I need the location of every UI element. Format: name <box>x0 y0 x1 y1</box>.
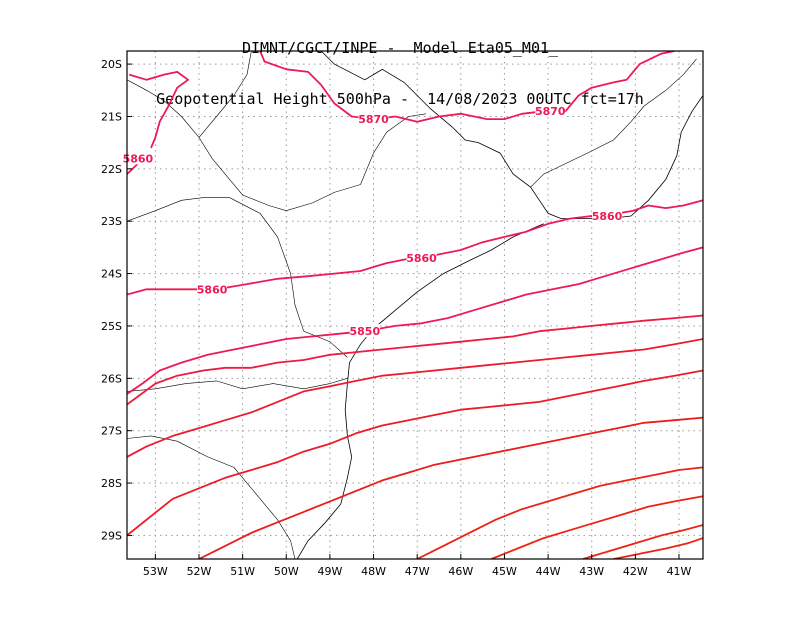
state-border <box>127 378 348 392</box>
coastline-layer <box>127 51 703 559</box>
lon-tick-label: 44W <box>536 565 561 578</box>
lat-tick-label: 20S <box>101 58 122 71</box>
contour-label-layer: 5870 5870 5860 5860 5860 5860 5850 <box>123 104 623 338</box>
state-border <box>198 51 252 138</box>
contour-line-5800 <box>416 466 703 559</box>
coastline-north <box>320 51 703 219</box>
lat-tick-label: 24S <box>101 268 122 281</box>
axis-ticks: 53W 52W 51W 50W 49W 48W 47W 46W 45W 44W 43W 42W 41W 2… <box>101 58 692 578</box>
contour-line-5870 <box>128 71 189 149</box>
state-border <box>127 79 361 212</box>
contour-label: 5850 <box>350 325 381 338</box>
contour-label: 5860 <box>592 210 623 223</box>
contour-label: 5870 <box>535 105 566 118</box>
contour-line-5810 <box>198 416 703 559</box>
lon-tick-label: 43W <box>579 565 604 578</box>
lon-tick-label: 53W <box>143 565 168 578</box>
title-line-1: DIMNT/CGCT/INPE - Model Eta05_M01_ <box>241 39 559 57</box>
lon-tick-label: 47W <box>405 565 430 578</box>
lon-tick-label: 50W <box>274 565 299 578</box>
contour-line-5780 <box>582 524 703 559</box>
lon-tick-label: 45W <box>492 565 517 578</box>
map-title: DIMNT/CGCT/INPE - Model Eta05_M01_ Geopo… <box>0 6 800 125</box>
lat-tick-label: 23S <box>101 215 122 228</box>
lat-tick-label: 27S <box>101 425 122 438</box>
title-line-2: Geopotential Height 500hPa - 14/08/2023 … <box>156 90 644 108</box>
contour-line-5790 <box>491 495 703 559</box>
contour-label: 5860 <box>197 283 228 296</box>
lon-tick-label: 49W <box>317 565 342 578</box>
contour-label: 5860 <box>123 152 154 165</box>
contour-line-5850 <box>127 246 703 395</box>
lat-tick-label: 26S <box>101 372 122 385</box>
contour-label-bg <box>349 324 380 338</box>
contour-line-5870 <box>259 51 675 123</box>
lat-tick-label: 22S <box>101 163 122 176</box>
contour-label-bg <box>535 104 566 118</box>
lon-tick-label: 52W <box>187 565 212 578</box>
state-border <box>127 197 348 358</box>
plot-frame <box>126 50 704 560</box>
state-border <box>127 435 296 559</box>
contour-label: 5860 <box>406 252 437 265</box>
contour-label-bg <box>592 208 622 222</box>
lat-tick-label: 28S <box>101 477 122 490</box>
lat-tick-label: 29S <box>101 529 122 542</box>
state-border <box>530 58 697 188</box>
contour-line-5860 <box>127 162 139 175</box>
contour-label-bg <box>122 151 153 165</box>
contour-label: 5870 <box>358 113 389 126</box>
lat-tick-label: 25S <box>101 320 122 333</box>
contour-label-bg <box>358 112 389 126</box>
lon-tick-label: 42W <box>623 565 648 578</box>
coastline-south <box>296 223 544 559</box>
state-border <box>360 113 426 185</box>
lon-tick-label: 46W <box>448 565 473 578</box>
contour-line-5770 <box>613 537 703 559</box>
contour-line-5860 <box>127 199 703 296</box>
contour-layer <box>127 51 703 559</box>
lat-tick-label: 21S <box>101 110 122 123</box>
contour-label-bg <box>406 250 437 264</box>
lon-tick-label: 41W <box>667 565 692 578</box>
contour-label-bg <box>197 282 228 296</box>
contour-line-5820 <box>127 369 703 537</box>
contour-line-5830 <box>127 338 703 458</box>
lon-tick-label: 51W <box>230 565 255 578</box>
lon-tick-label: 48W <box>361 565 386 578</box>
contour-line-5840 <box>127 314 703 406</box>
